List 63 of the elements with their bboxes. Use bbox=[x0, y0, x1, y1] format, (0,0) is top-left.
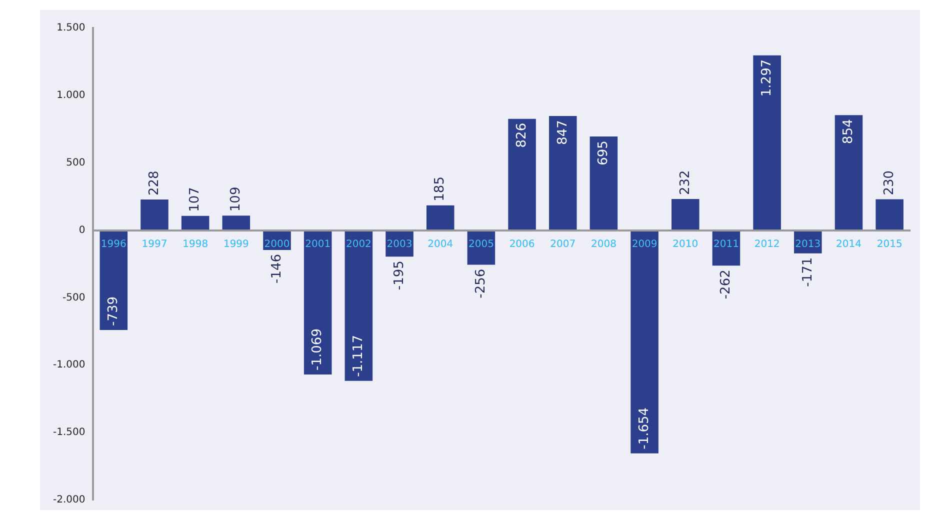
data-label: -1.117 bbox=[351, 335, 366, 377]
x-tick-label: 2014 bbox=[836, 238, 862, 250]
x-tick-label: 2013 bbox=[795, 238, 821, 250]
bar bbox=[140, 200, 168, 230]
y-tick-label: -500 bbox=[62, 292, 86, 304]
y-tick-label: -1.000 bbox=[52, 360, 86, 371]
x-tick-label: 2003 bbox=[386, 238, 412, 250]
x-tick-label: 2000 bbox=[264, 238, 290, 250]
x-tick-label: 2005 bbox=[468, 238, 494, 250]
x-tick-label: 2008 bbox=[590, 238, 616, 250]
data-label: 107 bbox=[188, 187, 203, 212]
x-tick-label: 2007 bbox=[550, 238, 576, 250]
data-label: 230 bbox=[882, 170, 897, 196]
y-tick-label: 500 bbox=[66, 157, 86, 168]
data-label: -262 bbox=[718, 270, 734, 300]
y-tick-label: 1.500 bbox=[56, 22, 86, 34]
x-tick-label: 2010 bbox=[672, 238, 698, 250]
data-label: -256 bbox=[474, 268, 489, 298]
bar bbox=[590, 136, 618, 230]
x-tick-label: 2015 bbox=[876, 238, 902, 250]
data-label: 854 bbox=[841, 119, 856, 144]
data-label: 228 bbox=[146, 170, 162, 196]
x-tick-label: 2011 bbox=[714, 238, 739, 250]
y-tick-label: -1.500 bbox=[52, 427, 86, 438]
x-tick-label: 2004 bbox=[428, 238, 454, 250]
bar bbox=[508, 118, 536, 230]
bar bbox=[181, 216, 210, 230]
data-label: -195 bbox=[392, 260, 407, 290]
data-label: -1.654 bbox=[636, 407, 652, 450]
bar bbox=[672, 199, 700, 230]
x-tick-label: 1998 bbox=[182, 238, 208, 250]
x-tick-label: 2001 bbox=[305, 238, 331, 250]
bar bbox=[426, 205, 454, 230]
data-label: 232 bbox=[678, 170, 693, 195]
bar bbox=[753, 55, 781, 230]
bar bbox=[344, 230, 373, 381]
bar bbox=[876, 199, 904, 230]
x-tick-label: 2006 bbox=[509, 238, 535, 250]
y-tick-label: 0 bbox=[78, 224, 86, 236]
data-label: 185 bbox=[432, 176, 448, 202]
y-tick-label: -2.000 bbox=[52, 494, 86, 506]
data-label: -146 bbox=[269, 254, 284, 284]
data-label: 109 bbox=[228, 186, 244, 212]
bar bbox=[834, 115, 863, 230]
x-tick-label: 2012 bbox=[754, 238, 780, 250]
bar bbox=[548, 116, 577, 230]
x-tick-label: 2002 bbox=[346, 238, 372, 250]
bar bbox=[100, 230, 128, 330]
y-tick-label: 1.000 bbox=[56, 90, 86, 102]
x-tick-label: 1999 bbox=[223, 238, 249, 250]
data-label: 826 bbox=[514, 122, 530, 148]
data-label: 695 bbox=[596, 140, 612, 166]
x-tick-label: 1997 bbox=[142, 238, 168, 250]
data-label: 847 bbox=[555, 120, 570, 145]
bar bbox=[630, 230, 658, 454]
x-tick-label: 1996 bbox=[100, 238, 126, 250]
data-label: 1.297 bbox=[759, 59, 774, 97]
bar bbox=[222, 216, 250, 230]
x-tick-label: 2009 bbox=[632, 238, 658, 250]
bar bbox=[304, 230, 332, 374]
data-label: -171 bbox=[800, 257, 816, 287]
data-label: -1.069 bbox=[310, 328, 326, 370]
data-label: -739 bbox=[106, 296, 122, 326]
